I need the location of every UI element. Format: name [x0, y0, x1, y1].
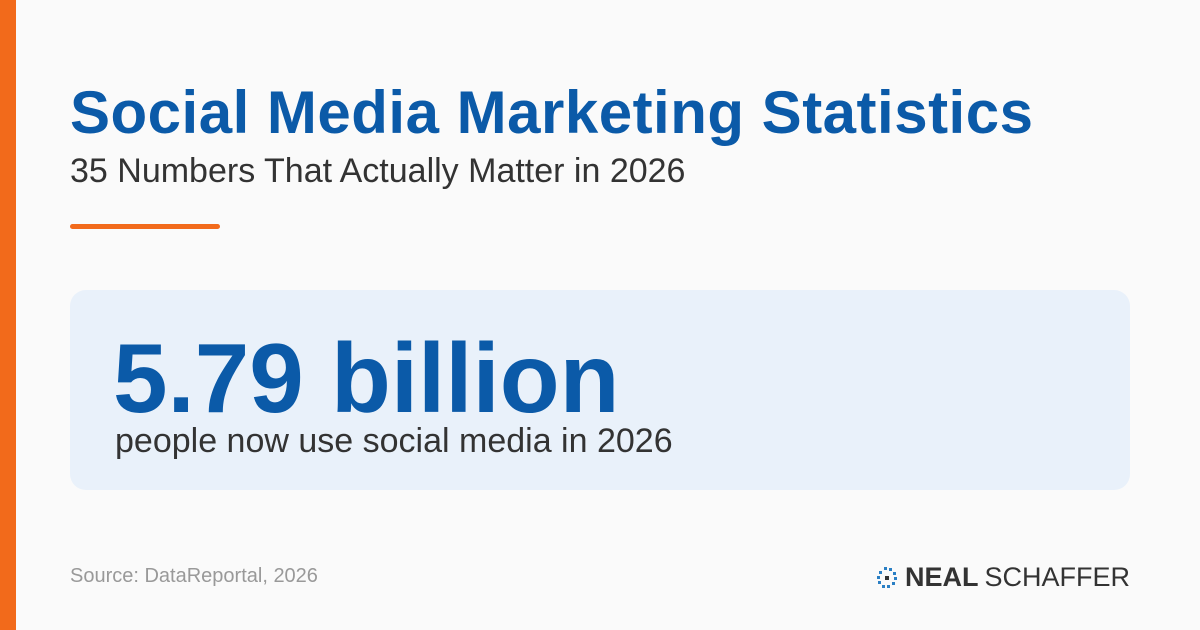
divider [70, 224, 220, 229]
logo-icon [876, 566, 897, 588]
subtitle: 35 Numbers That Actually Matter in 2026 [70, 152, 686, 190]
logo-text-bold: NEAL [904, 562, 979, 592]
source: Source: DataReportal, 2026 [70, 565, 318, 587]
title: Social Media Marketing Statistics [70, 79, 1034, 146]
logo-text: SCHAFFER [984, 562, 1130, 592]
accent-bar [0, 0, 16, 630]
stat-value: 5.79 billion [113, 323, 620, 433]
stat-description: people now use social media in 2026 [115, 422, 673, 460]
logo: NEAL SCHAFFER [875, 562, 1130, 593]
stat-box [70, 290, 1130, 490]
